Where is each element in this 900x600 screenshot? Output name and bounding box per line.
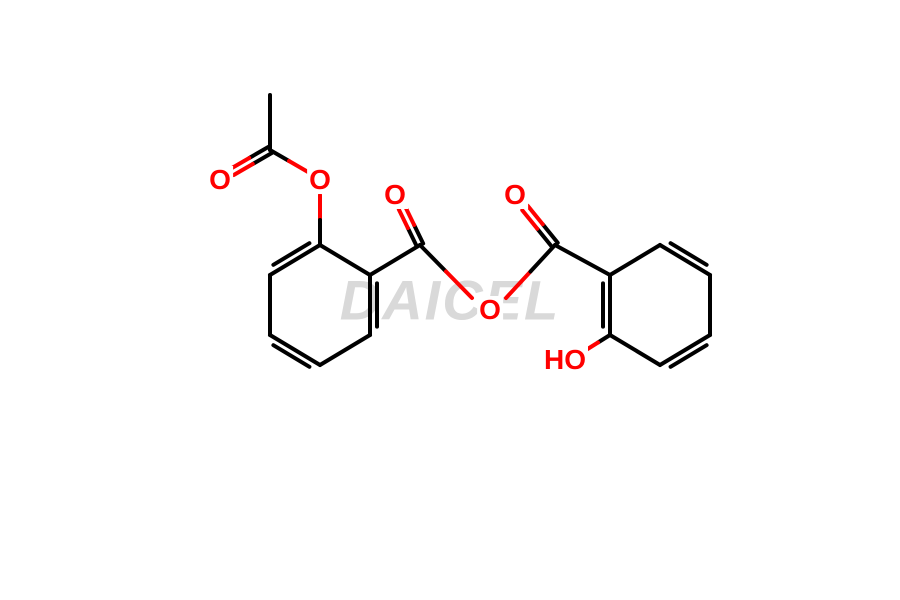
atom-O_right_carbonyl: O — [502, 181, 528, 209]
atom-O_acetyl_carbonyl: O — [207, 166, 233, 194]
atom-HO_phenol: HO — [542, 346, 588, 374]
atom-O_acetyl_ester: O — [307, 166, 333, 194]
diagram-stage: DAICEL OOOOOHO — [0, 0, 900, 600]
atom-O_anhydride: O — [477, 296, 503, 324]
bond-layer — [0, 0, 900, 600]
atom-O_left_carbonyl: O — [382, 181, 408, 209]
